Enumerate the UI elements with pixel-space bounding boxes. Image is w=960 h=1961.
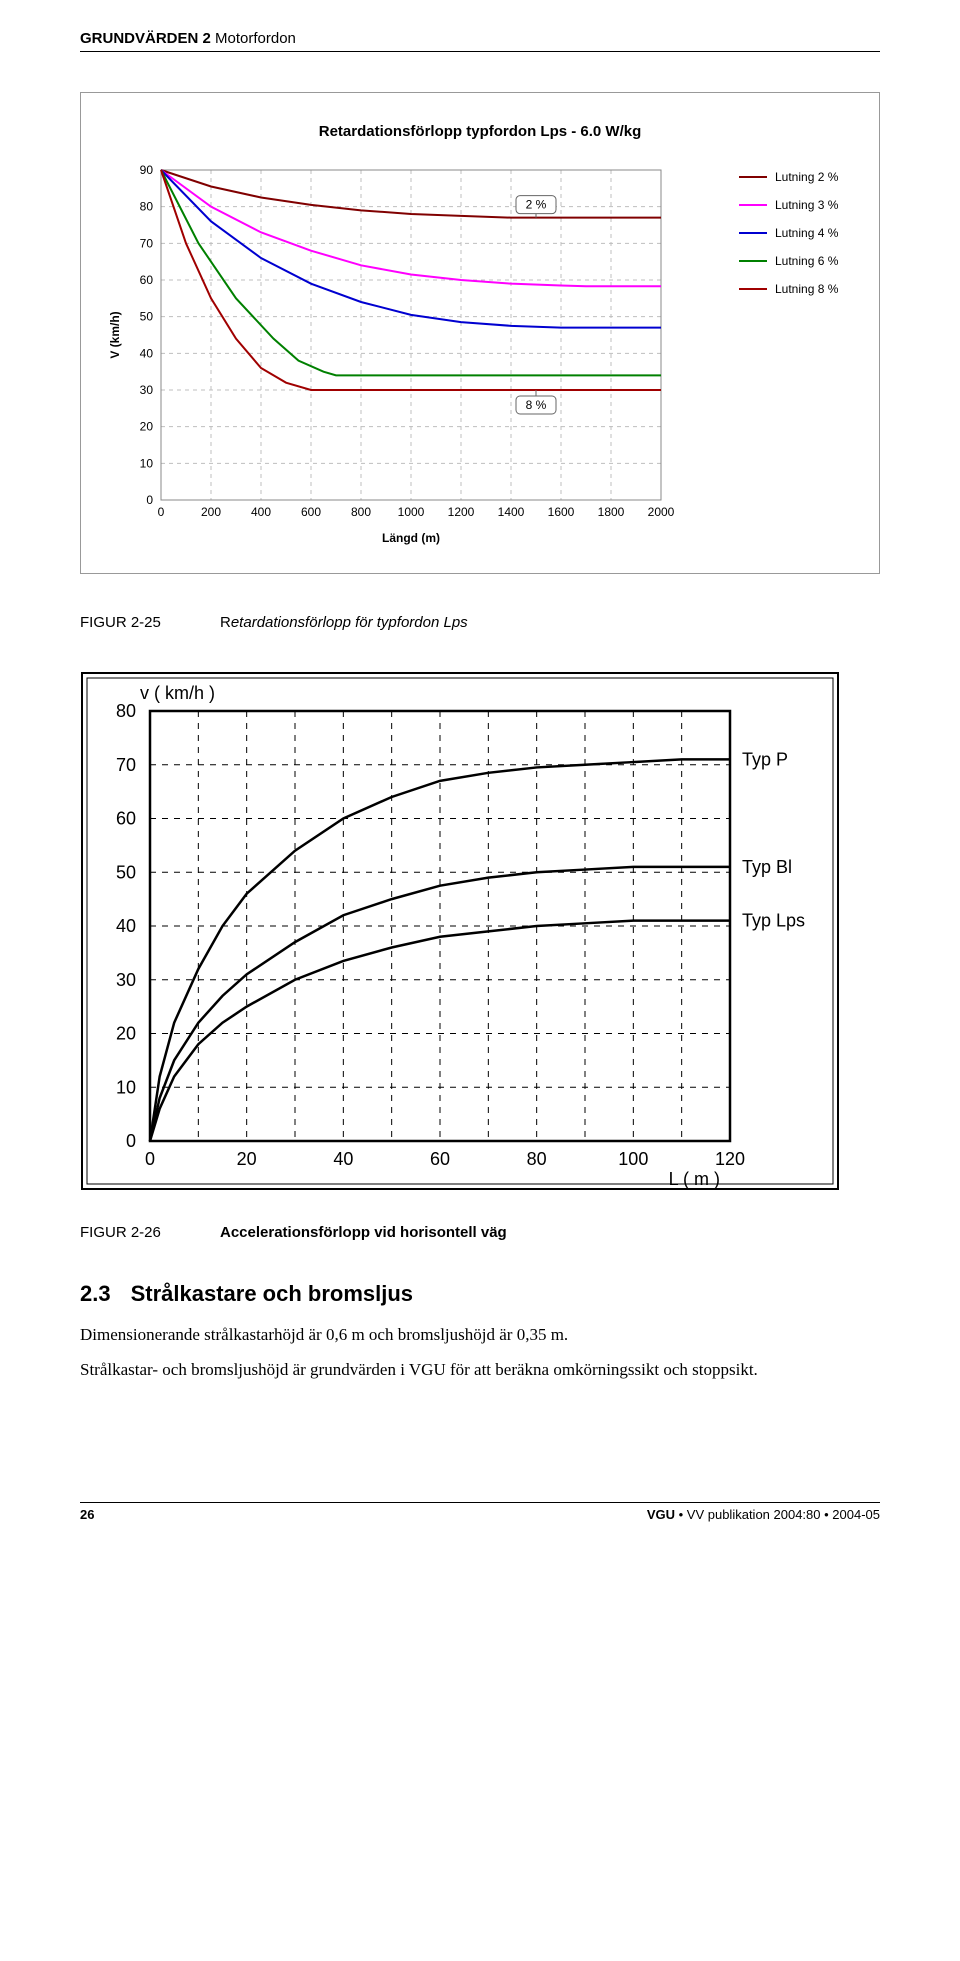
svg-text:400: 400: [251, 505, 271, 519]
svg-text:8 %: 8 %: [526, 398, 547, 412]
svg-text:Typ Bl: Typ Bl: [742, 857, 792, 877]
legend-label: Lutning 6 %: [775, 254, 838, 268]
legend-swatch: [739, 288, 767, 290]
svg-text:0: 0: [158, 505, 165, 519]
svg-text:40: 40: [116, 916, 136, 936]
page-header: GRUNDVÄRDEN 2 Motorfordon: [80, 30, 880, 52]
legend-swatch: [739, 260, 767, 262]
svg-text:800: 800: [351, 505, 371, 519]
svg-text:600: 600: [301, 505, 321, 519]
svg-text:100: 100: [618, 1149, 648, 1169]
chart2-container: 01020304050607080v ( km/h )0204060801001…: [80, 671, 880, 1194]
svg-text:1600: 1600: [548, 505, 575, 519]
section-title: Strålkastare och bromsljus: [131, 1281, 413, 1306]
chart1-title: Retardationsförlopp typfordon Lps - 6.0 …: [101, 123, 859, 140]
svg-text:Typ Lps: Typ Lps: [742, 911, 805, 931]
section-num: 2.3: [80, 1281, 111, 1306]
legend-item: Lutning 4 %: [739, 226, 859, 240]
svg-text:60: 60: [116, 809, 136, 829]
chart1-legend: Lutning 2 % Lutning 3 % Lutning 4 % Lutning…: [739, 160, 859, 310]
header-rest: Motorfordon: [211, 30, 296, 47]
svg-text:20: 20: [140, 420, 154, 434]
svg-text:30: 30: [116, 970, 136, 990]
section-heading: 2.3 Strålkastare och bromsljus: [80, 1281, 880, 1307]
svg-text:Längd (m): Längd (m): [382, 531, 440, 545]
pub-rest: • VV publikation 2004:80 • 2004-05: [675, 1507, 880, 1522]
svg-text:0: 0: [146, 493, 153, 507]
header-bold: GRUNDVÄRDEN 2: [80, 30, 211, 47]
svg-text:2000: 2000: [648, 505, 675, 519]
svg-text:10: 10: [140, 456, 154, 470]
page-footer: 26 VGU • VV publikation 2004:80 • 2004-0…: [80, 1502, 880, 1522]
legend-label: Lutning 2 %: [775, 170, 838, 184]
svg-text:70: 70: [140, 236, 154, 250]
legend-swatch: [739, 176, 767, 178]
chart2-svg: 01020304050607080v ( km/h )0204060801001…: [80, 671, 840, 1191]
svg-text:120: 120: [715, 1149, 745, 1169]
legend-item: Lutning 6 %: [739, 254, 859, 268]
fig2-text: Accelerationsförlopp vid horisontell väg: [220, 1224, 507, 1241]
legend-label: Lutning 4 %: [775, 226, 838, 240]
svg-text:90: 90: [140, 163, 154, 177]
svg-text:200: 200: [201, 505, 221, 519]
svg-text:L ( m ): L ( m ): [669, 1169, 720, 1189]
paragraph-1: Dimensionerande strålkastarhöjd är 0,6 m…: [80, 1323, 880, 1348]
svg-text:50: 50: [140, 310, 154, 324]
svg-text:2 %: 2 %: [526, 198, 547, 212]
paragraph-2: Strålkastar- och bromsljushöjd är grundv…: [80, 1358, 880, 1383]
legend-swatch: [739, 232, 767, 234]
figure-caption-1: FIGUR 2-25 Retardationsförlopp för typfo…: [80, 614, 880, 631]
svg-text:1200: 1200: [448, 505, 475, 519]
fig1-num: FIGUR 2-25: [80, 614, 190, 631]
svg-text:30: 30: [140, 383, 154, 397]
legend-swatch: [739, 204, 767, 206]
svg-text:0: 0: [145, 1149, 155, 1169]
svg-text:0: 0: [126, 1131, 136, 1151]
legend-item: Lutning 8 %: [739, 282, 859, 296]
svg-text:60: 60: [430, 1149, 450, 1169]
svg-text:1800: 1800: [598, 505, 625, 519]
svg-text:40: 40: [333, 1149, 353, 1169]
svg-text:20: 20: [237, 1149, 257, 1169]
svg-text:v ( km/h ): v ( km/h ): [140, 683, 215, 703]
chart1-container: Retardationsförlopp typfordon Lps - 6.0 …: [80, 92, 880, 574]
fig1-rest: etardationsförlopp för typfordon Lps: [231, 614, 468, 631]
legend-label: Lutning 3 %: [775, 198, 838, 212]
svg-text:Typ P: Typ P: [742, 749, 788, 769]
fig1-prefix: R: [220, 614, 231, 631]
svg-text:70: 70: [116, 755, 136, 775]
svg-text:50: 50: [116, 862, 136, 882]
svg-text:1000: 1000: [398, 505, 425, 519]
svg-text:1400: 1400: [498, 505, 525, 519]
svg-text:20: 20: [116, 1024, 136, 1044]
svg-text:V (km/h): V (km/h): [108, 311, 122, 358]
svg-text:40: 40: [140, 346, 154, 360]
fig2-num: FIGUR 2-26: [80, 1224, 190, 1241]
legend-item: Lutning 2 %: [739, 170, 859, 184]
legend-item: Lutning 3 %: [739, 198, 859, 212]
svg-text:80: 80: [140, 200, 154, 214]
page-number: 26: [80, 1507, 94, 1522]
svg-text:10: 10: [116, 1077, 136, 1097]
legend-label: Lutning 8 %: [775, 282, 838, 296]
pub-bold: VGU: [647, 1507, 675, 1522]
fig1-text: Retardationsförlopp för typfordon Lps: [220, 614, 468, 631]
chart1-svg: 0 200 400 600 800 1000 1200 1400 1600 1800 2000 0 10…: [101, 160, 681, 550]
svg-text:80: 80: [527, 1149, 547, 1169]
publication-info: VGU • VV publikation 2004:80 • 2004-05: [647, 1507, 880, 1522]
svg-text:80: 80: [116, 701, 136, 721]
figure-caption-2: FIGUR 2-26 Accelerationsförlopp vid hori…: [80, 1224, 880, 1241]
svg-text:60: 60: [140, 273, 154, 287]
